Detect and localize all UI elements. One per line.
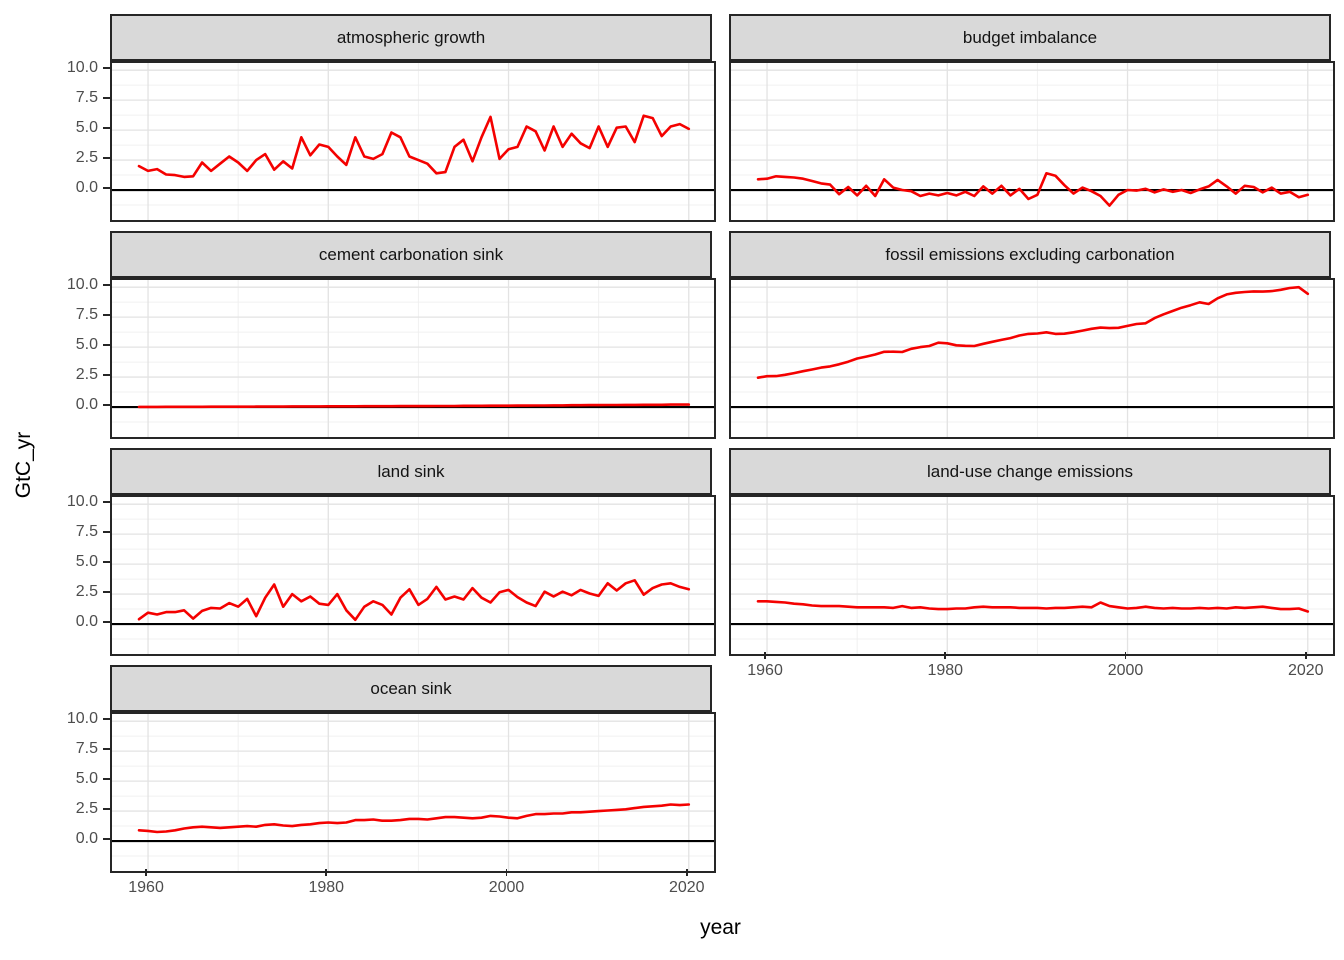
facet-budget-imbalance: budget imbalance <box>729 14 1335 222</box>
facet-title: fossil emissions excluding carbonation <box>885 245 1175 264</box>
facet-strip: cement carbonation sink <box>110 231 712 278</box>
y-tick-label: 5.0 <box>75 553 98 571</box>
facet-panel <box>729 278 1335 439</box>
facet-title: ocean sink <box>370 679 452 698</box>
x-tick-label: 2000 <box>1107 662 1144 679</box>
x-tick <box>1304 652 1307 659</box>
x-tick <box>1124 652 1127 659</box>
y-tick <box>103 718 110 720</box>
y-tick <box>103 531 110 533</box>
x-tick-label: 2020 <box>1287 662 1324 679</box>
y-tick-label: 7.5 <box>75 523 98 541</box>
data-line <box>137 579 691 622</box>
facet-title: budget imbalance <box>962 28 1098 47</box>
facet-strip: ocean sink <box>110 665 712 712</box>
y-tick <box>103 187 110 189</box>
facet-strip: budget imbalance <box>729 14 1331 61</box>
data-line <box>137 403 691 409</box>
y-tick-label: 10.0 <box>66 493 98 511</box>
y-tick <box>103 404 110 406</box>
y-tick-label: 2.5 <box>75 366 98 384</box>
y-tick-label: 5.0 <box>75 119 98 137</box>
facet-land-use-change-emissions: land-use change emissions <box>729 448 1335 656</box>
x-tick <box>325 869 328 876</box>
data-line <box>756 285 1310 379</box>
y-tick <box>103 67 110 69</box>
x-tick-label: 1960 <box>128 879 164 896</box>
y-tick-label: 10.0 <box>66 276 98 294</box>
facet-title: cement carbonation sink <box>318 245 504 264</box>
x-tick <box>505 869 508 876</box>
data-line <box>137 114 691 179</box>
y-tick-label: 5.0 <box>75 770 98 788</box>
x-tick <box>944 652 947 659</box>
y-tick <box>103 838 110 840</box>
facet-panel <box>110 495 716 656</box>
x-axis-title: year <box>700 916 741 939</box>
facet-strip: land-use change emissions <box>729 448 1331 495</box>
y-tick <box>103 344 110 346</box>
facet-panel <box>729 61 1335 222</box>
x-tick-label: 1980 <box>927 662 964 679</box>
facet-strip: fossil emissions excluding carbonation <box>729 231 1331 278</box>
y-tick-label: 10.0 <box>66 710 98 728</box>
facet-strip: land sink <box>110 448 712 495</box>
data-line <box>756 172 1310 207</box>
x-tick <box>764 652 766 659</box>
y-tick-label: 7.5 <box>75 306 98 324</box>
y-tick-label: 7.5 <box>75 89 98 107</box>
facet-land-sink: land sink <box>110 448 716 656</box>
y-tick <box>103 157 110 159</box>
y-tick-label: 0.0 <box>75 179 98 197</box>
y-axis-title: GtC_yr <box>12 431 35 499</box>
y-tick-label: 2.5 <box>75 800 98 818</box>
facet-panel <box>110 278 716 439</box>
facet-title: land sink <box>377 462 445 481</box>
x-tick <box>685 869 688 876</box>
facet-strip: atmospheric growth <box>110 14 712 61</box>
y-tick <box>103 314 110 316</box>
y-tick-label: 5.0 <box>75 336 98 354</box>
facet-atmospheric-growth: atmospheric growth <box>110 14 716 222</box>
x-tick-label: 2020 <box>668 879 705 896</box>
y-tick <box>103 127 110 129</box>
facet-ocean-sink: ocean sink <box>110 665 716 873</box>
facet-panel <box>110 61 716 222</box>
y-tick-label: 0.0 <box>75 396 98 414</box>
y-tick <box>103 374 110 376</box>
y-tick-label: 10.0 <box>66 59 98 77</box>
y-tick <box>103 748 110 750</box>
facet-cement-carbonation-sink: cement carbonation sink <box>110 231 716 439</box>
y-tick <box>103 808 110 810</box>
facet-panel <box>110 712 716 873</box>
y-tick-label: 0.0 <box>75 830 98 848</box>
y-tick <box>103 591 110 593</box>
y-tick-label: 2.5 <box>75 583 98 601</box>
y-tick <box>103 621 110 623</box>
data-line <box>137 803 691 834</box>
x-tick <box>145 869 147 876</box>
x-tick-label: 2000 <box>488 879 525 896</box>
facet-fossil-emissions-excluding-carbonation: fossil emissions excluding carbonation <box>729 231 1335 439</box>
y-tick <box>103 97 110 99</box>
data-line <box>756 600 1310 613</box>
y-tick <box>103 778 110 780</box>
facet-title: atmospheric growth <box>336 28 486 47</box>
x-tick-label: 1960 <box>747 662 783 679</box>
x-tick-label: 1980 <box>308 879 345 896</box>
y-tick <box>103 561 110 563</box>
facet-panel <box>729 495 1335 656</box>
y-tick <box>103 284 110 286</box>
facet-title: land-use change emissions <box>926 462 1133 481</box>
y-tick-label: 7.5 <box>75 740 98 758</box>
y-tick-label: 2.5 <box>75 149 98 167</box>
y-tick <box>103 501 110 503</box>
y-tick-label: 0.0 <box>75 613 98 631</box>
